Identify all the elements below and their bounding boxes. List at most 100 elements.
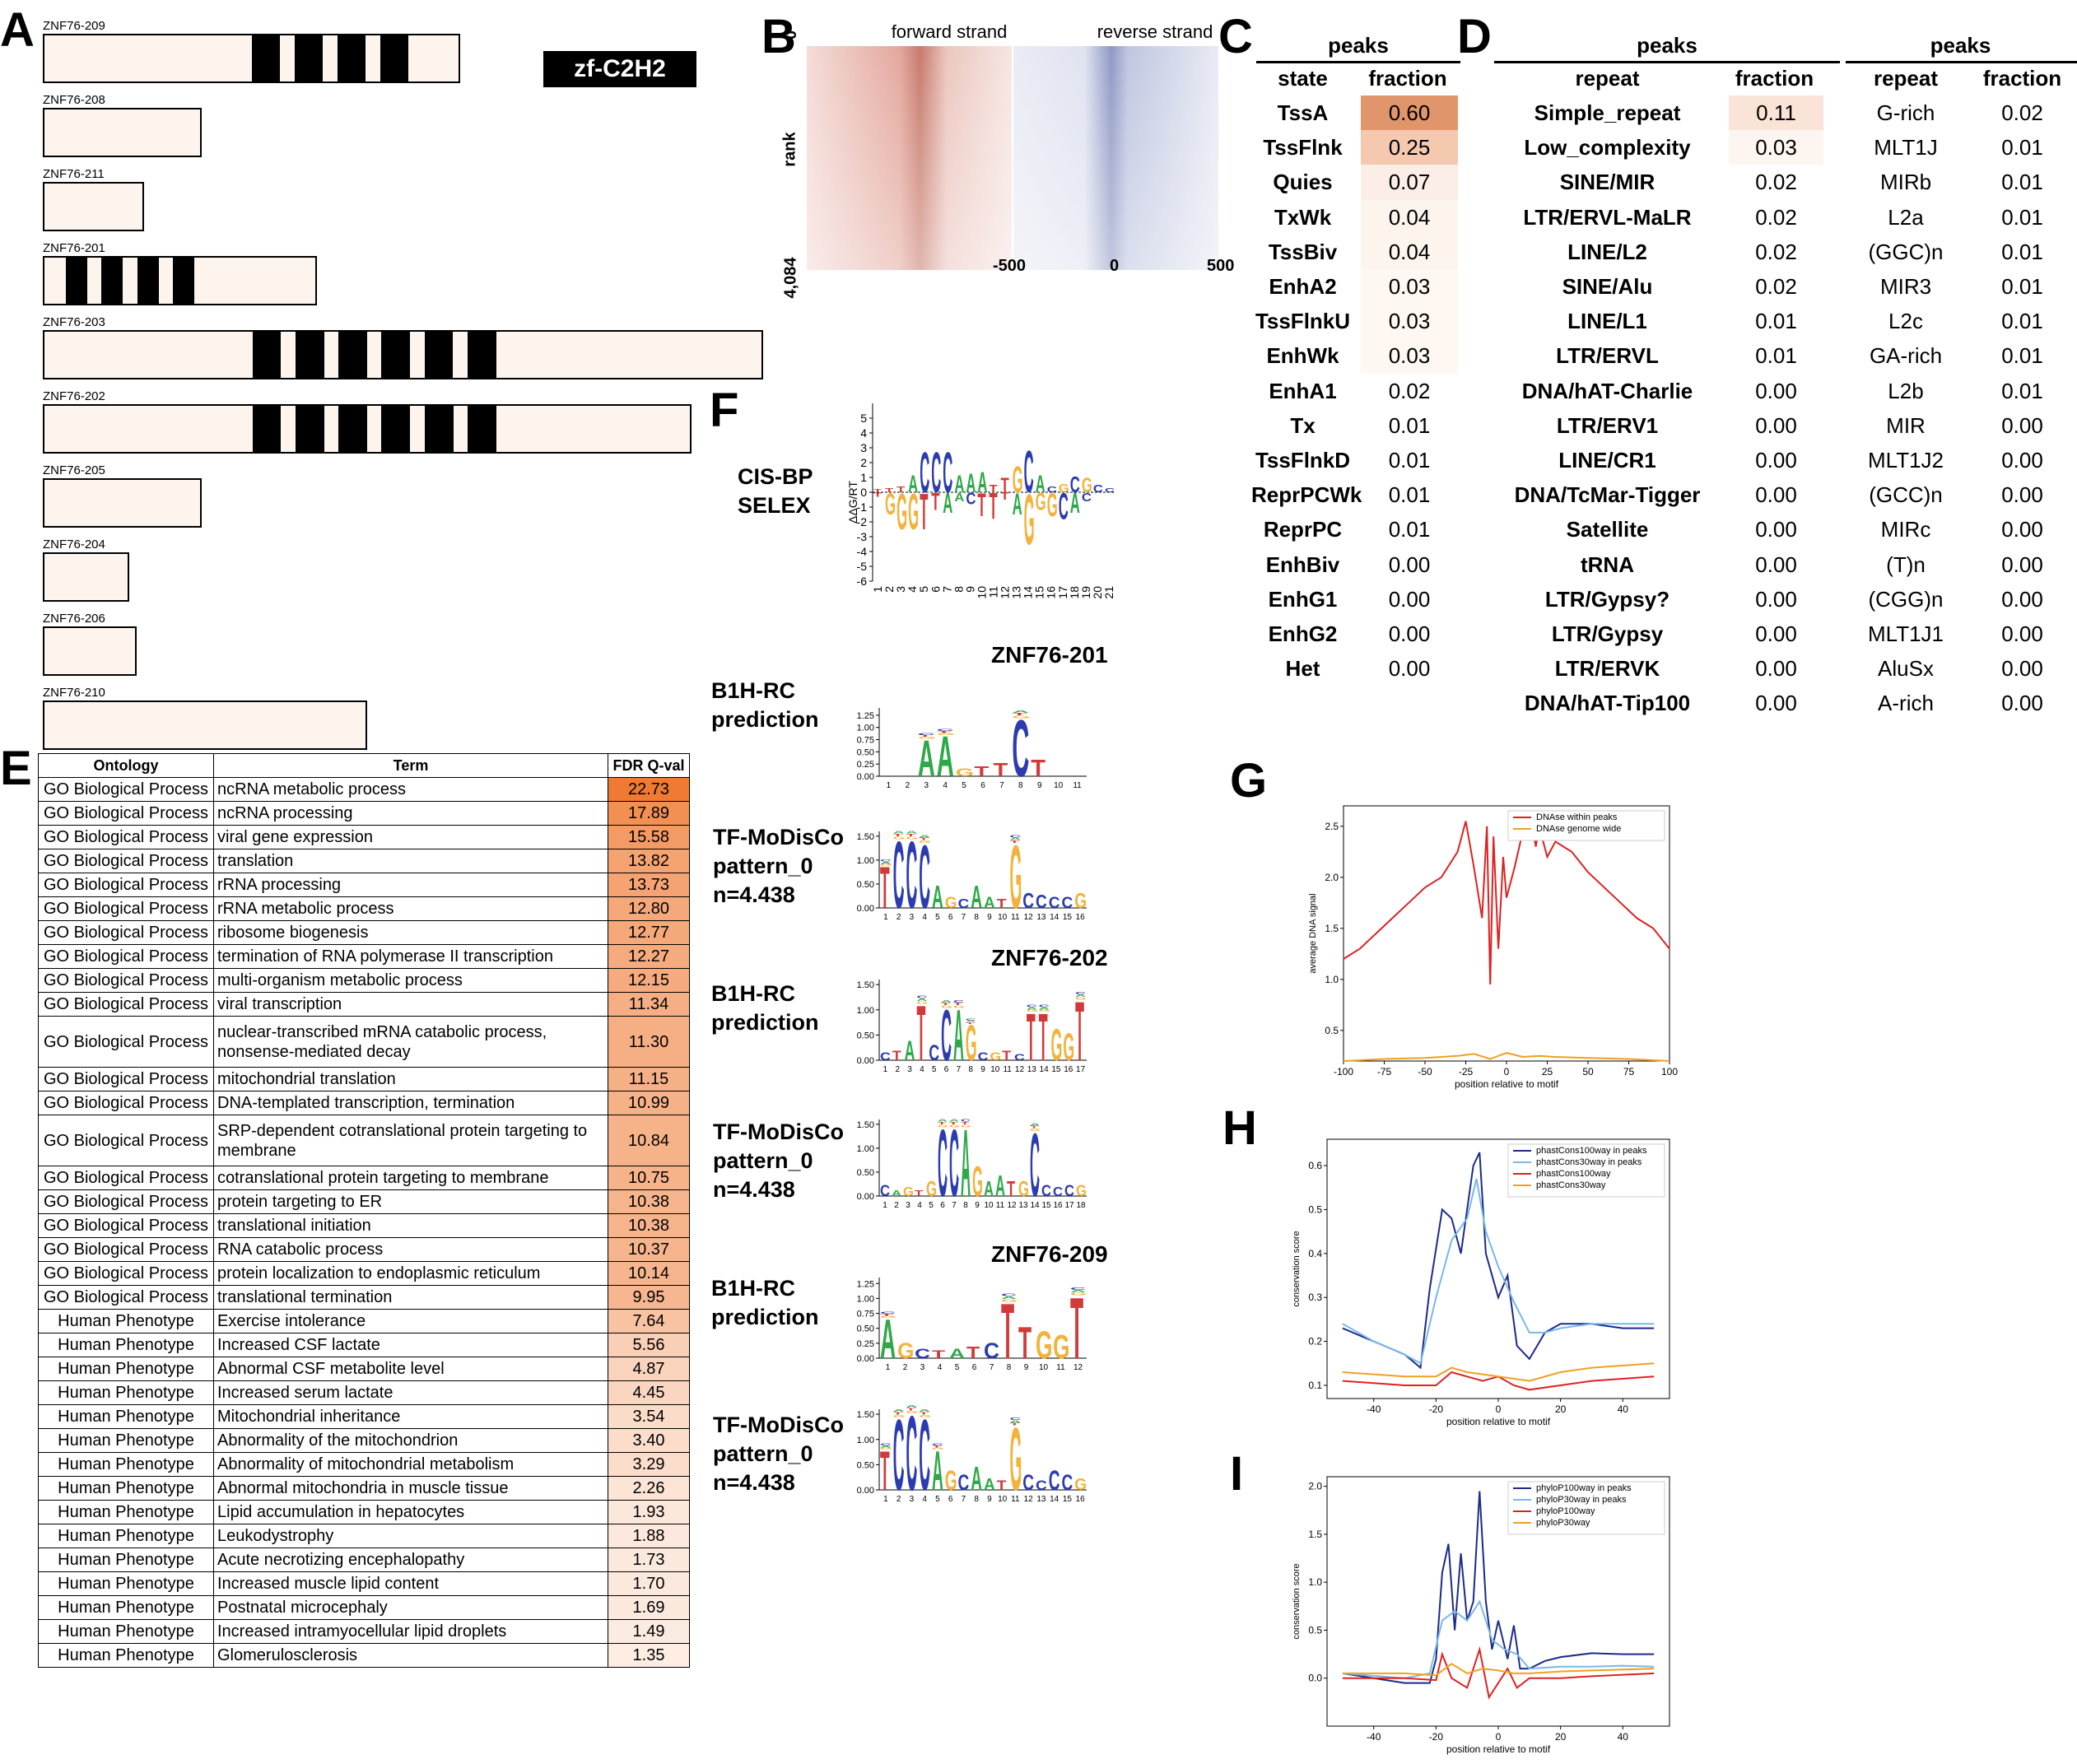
logo-letter: A — [953, 994, 964, 1077]
logo-letter: C — [953, 999, 965, 1003]
x-tick-label: -20 — [1429, 1731, 1444, 1743]
q-value-cell: 4.87 — [608, 1357, 690, 1381]
b1h-label-209: B1H-RC prediction — [711, 1276, 819, 1329]
d2-fraction: 0.01 — [2001, 309, 2043, 334]
svg-text:15: 15 — [1063, 1495, 1073, 1504]
ontology-cell: GO Biological Process — [38, 1261, 214, 1286]
q-value-cell: 11.15 — [608, 1067, 690, 1091]
ontology-cell: GO Biological Process — [38, 992, 214, 1017]
logo-letter: G — [938, 1124, 948, 1128]
enrichment-row: Human Phenotype Abnormal CSF metabolite l… — [38, 1357, 690, 1381]
d-fraction: 0.00 — [1755, 482, 1797, 508]
logo-letter: C — [919, 826, 930, 926]
svg-text:14: 14 — [1040, 1065, 1050, 1074]
svg-text:1: 1 — [886, 1363, 891, 1372]
svg-text:6: 6 — [929, 586, 942, 593]
d2-fraction: 0.00 — [2001, 517, 2043, 542]
zinc-finger-domain — [101, 258, 123, 304]
svg-text:9: 9 — [975, 1201, 980, 1210]
logo-letter: T — [997, 1478, 1007, 1492]
enrichment-row: Human Phenotype Increased muscle lipid co… — [38, 1571, 690, 1596]
col-q: FDR Q-val — [608, 753, 690, 778]
zinc-finger-domain — [424, 332, 454, 378]
q-value-cell: 5.56 — [608, 1333, 690, 1357]
legend-label: phyloP30way — [1536, 1518, 1590, 1528]
zinc-finger-domain — [337, 35, 366, 81]
c-fraction: 0.01 — [1388, 482, 1431, 508]
logo-letter: T — [1001, 1287, 1014, 1375]
logo-letter: G — [949, 1124, 960, 1128]
enrichment-row: GO Biological Process RNA catabolic proce… — [38, 1237, 690, 1262]
modisco-label-202: TF-MoDisCo pattern_0 n=4.438 — [713, 1119, 844, 1202]
logo-letter: C — [1027, 1004, 1037, 1008]
svg-text:-4: -4 — [857, 545, 868, 558]
d2-fraction: 0.01 — [2001, 135, 2043, 161]
series-line — [1342, 1491, 1655, 1684]
zinc-finger-domain — [294, 35, 324, 81]
svg-text:15: 15 — [1051, 1065, 1061, 1074]
svg-text:2: 2 — [903, 1363, 908, 1372]
svg-text:1.00: 1.00 — [857, 1294, 874, 1304]
c-state: EnhBiv — [1265, 552, 1340, 577]
logo-letter: T — [1030, 1124, 1039, 1129]
isoform-bar — [43, 404, 692, 454]
q-value-cell: 1.69 — [608, 1595, 690, 1620]
logo-letter: C — [919, 1401, 930, 1508]
logo-letter: C — [943, 440, 952, 505]
d-fraction: 0.11 — [1756, 100, 1796, 125]
modisco-label-209: TF-MoDisCo pattern_0 n=4.438 — [713, 1413, 844, 1495]
b1h-label-202: B1H-RC prediction — [711, 981, 819, 1035]
x-axis-label: position relative to motif — [1446, 1416, 1551, 1427]
logo-letter: G — [880, 1447, 892, 1450]
logo-letter: T — [1010, 840, 1020, 844]
logo-letter: G — [1075, 996, 1087, 1000]
logo-letter: A — [1070, 486, 1080, 519]
enrichment-row: GO Biological Process viral gene expressi… — [38, 825, 690, 849]
d2-repeat: A-rich — [1878, 691, 1934, 716]
logo-letter: A — [880, 861, 892, 864]
c-cell-shade — [1361, 165, 1458, 200]
c-state: EnhWk — [1266, 343, 1339, 369]
term-cell: Glomerulosclerosis — [213, 1643, 608, 1668]
logo-letter: G — [918, 737, 937, 740]
q-value-cell: 10.38 — [608, 1213, 690, 1238]
ontology-cell: Human Phenotype — [38, 1524, 214, 1548]
chromatin-state-table: peaks state fraction TssA 0.60 TssFlnk 0.25 Qui… — [1251, 25, 1465, 708]
svg-text:3: 3 — [910, 913, 915, 922]
svg-text:3: 3 — [906, 1201, 910, 1210]
rank-tick-0: 0 — [782, 30, 800, 40]
c-header-rule — [1256, 61, 1460, 63]
d-fraction: 0.01 — [1755, 343, 1797, 369]
ontology-cell: GO Biological Process — [38, 1067, 214, 1091]
logo-letter: C — [1030, 1115, 1040, 1214]
logo-letter: G — [919, 1413, 931, 1417]
logo-letter: C — [1039, 1004, 1050, 1008]
d2-header-rule — [1846, 61, 2077, 63]
d-fraction: 0.00 — [1755, 412, 1797, 438]
logo-letter: G — [953, 1004, 965, 1008]
b1h-logo-202: 0.000.501.001.501C2T3A4TGAC5C6CGTA7AGTC8… — [857, 980, 1087, 1078]
svg-text:9: 9 — [1037, 781, 1042, 790]
c-fraction: 0.00 — [1388, 586, 1431, 612]
d-col-fraction: fraction — [1735, 66, 1814, 91]
logo-letter: C — [906, 1401, 918, 1508]
chart-phastcons: -40 -20 0 20 40 0.1 0.2 0.3 0.4 0.5 0.6 position re… — [1292, 1138, 1670, 1427]
svg-text:3: 3 — [920, 1363, 925, 1372]
svg-text:5: 5 — [935, 1495, 940, 1504]
svg-text:9: 9 — [987, 1495, 992, 1504]
panel-letter-d: D — [1457, 10, 1492, 63]
logo-letter: T — [1010, 1422, 1020, 1426]
enrichment-row: GO Biological Process cotranslational pro… — [38, 1166, 690, 1190]
logo-letter: A — [1010, 836, 1022, 840]
q-value-cell: 13.82 — [608, 849, 690, 873]
svg-text:-3: -3 — [857, 530, 868, 543]
logo-letter: T — [893, 1411, 903, 1415]
rank-label: rank — [780, 132, 799, 167]
c-fraction: 0.00 — [1388, 656, 1431, 682]
d-fraction: 0.00 — [1755, 656, 1797, 682]
svg-text:1: 1 — [883, 1065, 888, 1074]
d-header: peaks — [1637, 33, 1697, 58]
enrichment-row: GO Biological Process multi-organism meta… — [38, 968, 690, 993]
svg-text:7: 7 — [957, 1065, 962, 1074]
logo-letter: T — [1070, 1280, 1083, 1376]
